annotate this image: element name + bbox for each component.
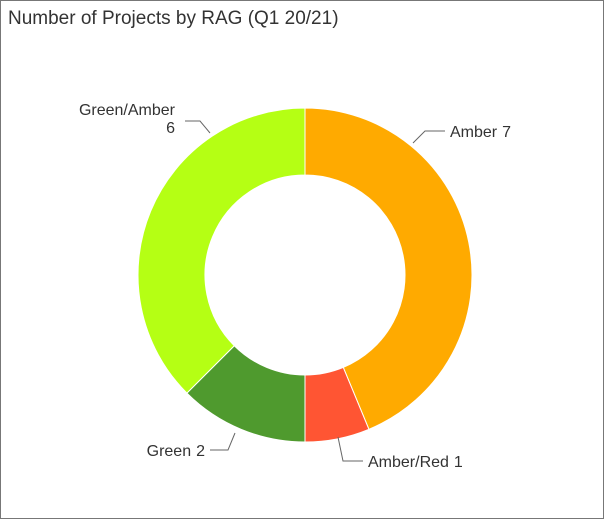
value-label: 6 [166,120,175,137]
leader-line [412,130,445,144]
slices [137,107,473,443]
donut-slice [137,107,306,394]
category-label: Green [147,443,191,460]
slice-label: Amber 7 [450,124,511,141]
donut-slice [304,107,473,430]
value-label: 2 [196,443,205,460]
leader-line [210,432,236,451]
value-label: 7 [502,124,511,141]
leader-line [337,436,363,462]
value-label: 1 [454,454,463,471]
leader-line [185,120,211,134]
chart-title: Number of Projects by RAG (Q1 20/21) [8,8,339,29]
category-label: Green/Amber [79,102,176,119]
category-label: Amber/Red [368,454,449,471]
slice-label: Amber/Red 1 [368,454,463,471]
category-label: Amber [450,124,498,141]
slice-label: Green 2 [147,443,205,460]
